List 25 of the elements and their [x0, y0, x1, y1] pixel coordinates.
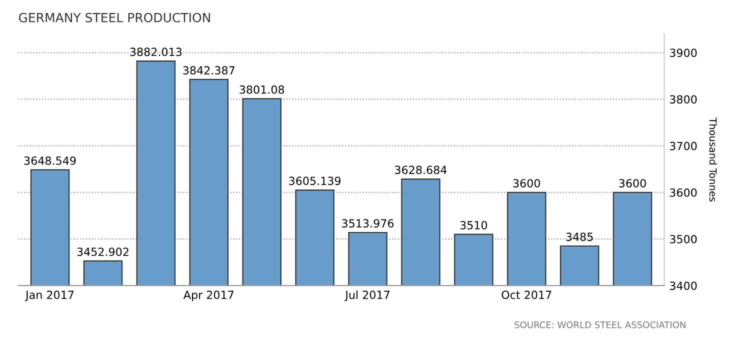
chart-title: GERMANY STEEL PRODUCTION — [18, 12, 210, 22]
data-label: 3600 — [619, 179, 646, 188]
x-tick-label: Apr 2017 — [183, 290, 234, 302]
y-tick-label: 3400 — [670, 282, 697, 290]
data-label: 3510 — [460, 221, 488, 230]
data-label: 3842.387 — [183, 66, 234, 75]
data-label: 3628.684 — [395, 166, 447, 174]
y-axis-title: Thousand Tonnes — [709, 118, 717, 202]
data-label: 3452.902 — [77, 248, 128, 256]
data-label: 3600 — [513, 179, 540, 188]
data-label: 3882.013 — [130, 48, 182, 56]
x-tick-label: Jul 2017 — [344, 290, 390, 302]
y-tick-label: 3800 — [670, 95, 697, 104]
data-label: 3605.139 — [289, 176, 341, 186]
data-label: 3485 — [566, 232, 593, 242]
y-tick-label: 3600 — [670, 188, 697, 197]
y-tick-label: 3500 — [670, 234, 697, 244]
data-label: 3801.08 — [240, 85, 284, 94]
y-tick-label: 3700 — [670, 142, 697, 150]
data-label: 3648.549 — [24, 156, 76, 165]
y-tick-label: 3900 — [670, 48, 697, 58]
source-note: SOURCE: WORLD STEEL ASSOCIATION — [514, 321, 686, 328]
x-tick-label: Jan 2017 — [24, 290, 74, 302]
x-tick-label: Oct 2017 — [502, 290, 552, 300]
data-label: 3513.976 — [342, 219, 394, 228]
